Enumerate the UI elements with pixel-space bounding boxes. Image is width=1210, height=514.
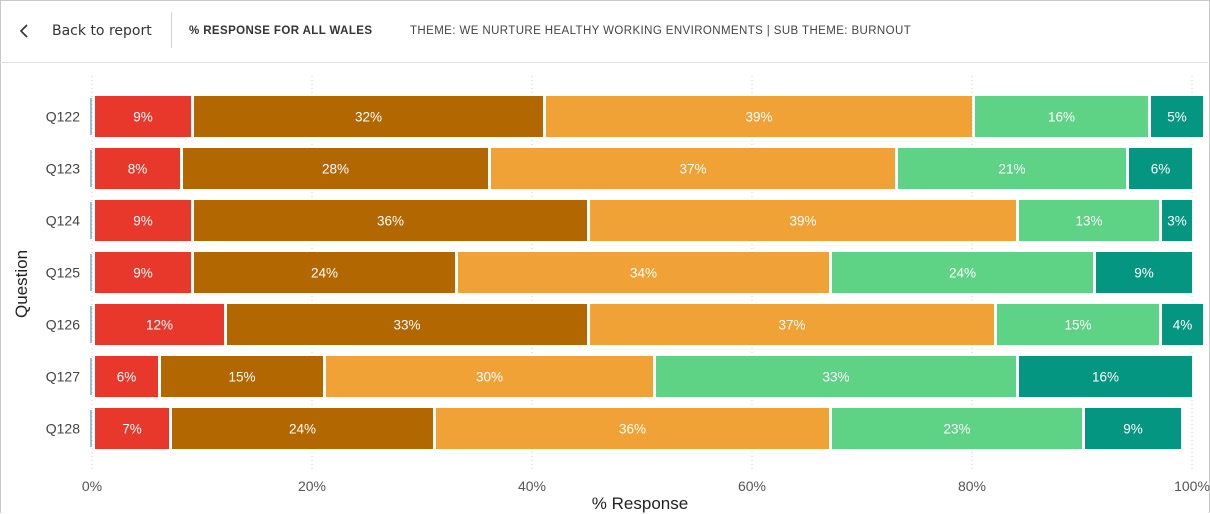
page-header: Back to report % RESPONSE FOR ALL WALES … (0, 0, 1208, 63)
y-tick-label: Q128 (46, 421, 80, 437)
bar-segment (997, 304, 1159, 345)
header-divider (171, 12, 172, 48)
bar-segment (590, 304, 994, 345)
bar-segment (227, 304, 587, 345)
bar-segment (194, 252, 455, 293)
data-label: 32% (355, 110, 382, 125)
data-label: 36% (619, 422, 646, 437)
data-label: 7% (122, 422, 142, 437)
data-label: 36% (377, 214, 404, 229)
bar-segment (1151, 96, 1203, 137)
y-tick-label: Q122 (46, 109, 80, 125)
bar-segment (546, 96, 972, 137)
bar-segment (898, 148, 1126, 189)
data-label: 24% (949, 266, 976, 281)
x-axis-title: % Response (591, 494, 689, 513)
bar-segment (1019, 356, 1192, 397)
y-tick-label: Q127 (46, 369, 80, 385)
data-label: 6% (1151, 162, 1171, 177)
bar-segment (95, 356, 158, 397)
back-label: Back to report (52, 23, 152, 39)
data-label: 16% (1048, 110, 1075, 125)
data-label: 21% (998, 162, 1025, 177)
page-title: % RESPONSE FOR ALL WALES (189, 25, 373, 37)
back-to-report-button[interactable]: Back to report (14, 0, 152, 62)
bar-segment (95, 200, 191, 241)
bar-segment (436, 408, 829, 449)
data-label: 39% (745, 110, 772, 125)
bar-segment (975, 96, 1148, 137)
bar-segment (1162, 200, 1192, 241)
bar-segment (832, 408, 1082, 449)
x-tick-label: 0% (82, 478, 102, 494)
data-label: 30% (476, 370, 503, 385)
data-label: 9% (1134, 266, 1154, 281)
data-label: 33% (822, 370, 849, 385)
y-tick-label: Q126 (46, 317, 80, 333)
bar-segment (832, 252, 1093, 293)
data-label: 5% (1167, 110, 1187, 125)
bar-segment (491, 148, 895, 189)
x-tick-label: 80% (958, 478, 986, 494)
bar-segment (458, 252, 829, 293)
data-label: 4% (1173, 318, 1193, 333)
data-label: 28% (322, 162, 349, 177)
data-label: 33% (393, 318, 420, 333)
data-label: 23% (943, 422, 970, 437)
data-label: 24% (311, 266, 338, 281)
chevron-left-icon (19, 24, 28, 38)
data-label: 39% (789, 214, 816, 229)
data-label: 34% (630, 266, 657, 281)
bar-segment (1019, 200, 1159, 241)
data-label: 6% (117, 370, 137, 385)
bar-segment (194, 96, 543, 137)
data-label: 13% (1075, 214, 1102, 229)
y-tick-label: Q123 (46, 161, 80, 177)
data-label: 8% (128, 162, 148, 177)
x-tick-label: 60% (738, 478, 766, 494)
data-label: 16% (1092, 370, 1119, 385)
data-label: 9% (133, 214, 153, 229)
data-label: 37% (679, 162, 706, 177)
bar-segment (194, 200, 587, 241)
data-label: 12% (146, 318, 173, 333)
bar-segment (1162, 304, 1203, 345)
x-tick-label: 20% (298, 478, 326, 494)
y-axis-title: Question (12, 249, 31, 319)
page-subtitle: THEME: WE NURTURE HEALTHY WORKING ENVIRO… (410, 25, 912, 37)
bar-segment (95, 148, 180, 189)
bar-segment (590, 200, 1016, 241)
data-label: 15% (1064, 318, 1091, 333)
bar-segment (656, 356, 1016, 397)
y-tick-label: Q125 (46, 265, 80, 281)
bar-segment (1085, 408, 1181, 449)
y-tick-label: Q124 (46, 213, 80, 229)
x-tick-label: 40% (518, 478, 546, 494)
x-tick-label: 100% (1174, 478, 1210, 494)
data-label: 3% (1167, 214, 1187, 229)
data-label: 9% (133, 110, 153, 125)
bar-segment (183, 148, 488, 189)
bar-segment (161, 356, 323, 397)
data-label: 24% (289, 422, 316, 437)
data-label: 9% (133, 266, 153, 281)
bar-segment (95, 252, 191, 293)
bar-segment (1096, 252, 1192, 293)
data-label: 37% (778, 318, 805, 333)
bar-segment (1129, 148, 1192, 189)
bar-segment (326, 356, 653, 397)
bar-segment (95, 304, 224, 345)
data-label: 9% (1123, 422, 1143, 437)
bar-segment (172, 408, 433, 449)
bar-segment (95, 96, 191, 137)
data-label: 15% (228, 370, 255, 385)
bar-segment (95, 408, 169, 449)
